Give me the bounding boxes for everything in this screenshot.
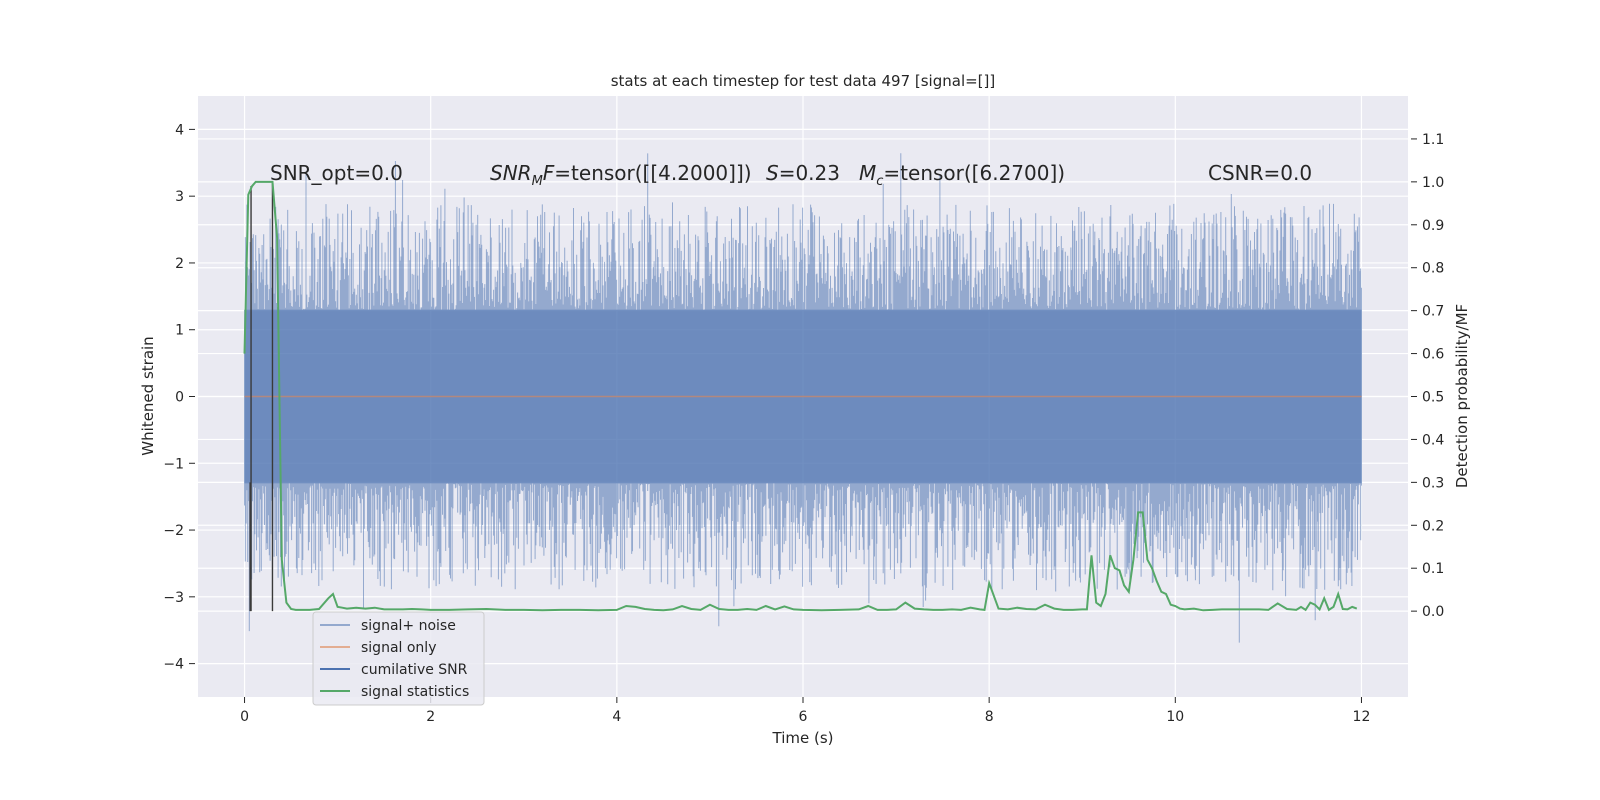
x-tick-label: 12 xyxy=(1353,709,1371,725)
y-right-tick-label: 0.4 xyxy=(1422,432,1444,448)
legend-label: signal+ noise xyxy=(361,618,456,634)
y-axis-right-ticks: 1.1 1.0 0.9 0.8 0.7 0.6 0.5 0.4 0.3 0.2 0.1 0.0 xyxy=(1411,132,1444,620)
y-right-tick-label: 0.1 xyxy=(1422,561,1444,577)
y-axis-left-label: Whitened strain xyxy=(139,336,157,455)
y-right-tick-label: 0.6 xyxy=(1422,347,1444,363)
y-right-tick-label: 1.1 xyxy=(1422,132,1444,148)
annotation-snr-mf-prefix: SNR xyxy=(490,161,532,185)
x-tick-label: 4 xyxy=(612,709,621,725)
noise-spikes xyxy=(244,153,1362,643)
x-axis-label: Time (s) xyxy=(772,729,834,747)
annotation-s-label: S xyxy=(766,161,779,185)
y-left-tick-label: −4 xyxy=(163,657,184,673)
x-tick-label: 8 xyxy=(985,709,994,725)
annotation-s: S=0.23 xyxy=(766,161,840,185)
y-right-tick-label: 0.9 xyxy=(1422,218,1444,234)
y-axis-right-label: Detection probability/MF xyxy=(1453,304,1471,488)
legend-label: signal only xyxy=(361,640,436,656)
legend-label: cumilative SNR xyxy=(361,662,468,678)
y-right-tick-label: 0.7 xyxy=(1422,304,1444,320)
y-left-tick-label: 2 xyxy=(175,256,184,272)
cumulative-snr-series xyxy=(249,181,274,612)
annotation-snr-mf: SNRMF=tensor([[4.2000]]) xyxy=(490,161,752,189)
y-right-tick-label: 0.0 xyxy=(1422,604,1444,620)
annotation-snr-mf-value: =tensor([[4.2000]]) xyxy=(554,161,751,185)
annotation-s-value: =0.23 xyxy=(779,161,840,185)
x-tick-label: 2 xyxy=(426,709,435,725)
y-left-tick-label: 4 xyxy=(175,122,184,138)
y-left-tick-label: 1 xyxy=(175,323,184,339)
y-right-tick-label: 0.8 xyxy=(1422,261,1444,277)
legend-label: signal statistics xyxy=(361,684,469,700)
x-tick-label: 6 xyxy=(799,709,808,725)
annotation-mc: Mc=tensor([6.2700]) xyxy=(859,161,1065,189)
y-left-tick-label: −1 xyxy=(163,456,184,472)
chart-title: stats at each timestep for test data 497… xyxy=(611,72,996,90)
y-right-tick-label: 0.5 xyxy=(1422,390,1444,406)
y-left-tick-label: 0 xyxy=(175,390,184,406)
y-axis-left-ticks: 4 3 2 1 0 −1 −2 −3 −4 xyxy=(163,122,195,673)
x-axis-ticks: 0 2 4 6 8 10 12 xyxy=(240,697,1370,725)
legend: signal+ noise signal only cumilative SNR si… xyxy=(312,611,485,706)
annotation-csnr: CSNR=0.0 xyxy=(1208,161,1312,185)
y-right-tick-label: 0.3 xyxy=(1422,475,1444,491)
y-left-tick-label: −2 xyxy=(163,523,184,539)
annotation-mc-sub: c xyxy=(876,174,883,189)
annotation-snr-mf-sub: M xyxy=(532,174,543,189)
annotation-snr-opt: SNR_opt=0.0 xyxy=(270,161,403,185)
y-right-tick-label: 0.2 xyxy=(1422,518,1444,534)
annotation-mc-label: M xyxy=(859,161,876,185)
annotation-snr-mf-suffix: F xyxy=(543,161,555,185)
legend-box xyxy=(312,611,485,706)
x-tick-label: 10 xyxy=(1166,709,1184,725)
annotation-mc-value: =tensor([6.2700]) xyxy=(883,161,1065,185)
signal-statistics-series xyxy=(243,180,1358,612)
y-right-tick-label: 1.0 xyxy=(1422,175,1444,191)
y-left-tick-label: −3 xyxy=(163,590,184,606)
y-left-tick-label: 3 xyxy=(175,189,184,205)
x-tick-label: 0 xyxy=(240,709,249,725)
